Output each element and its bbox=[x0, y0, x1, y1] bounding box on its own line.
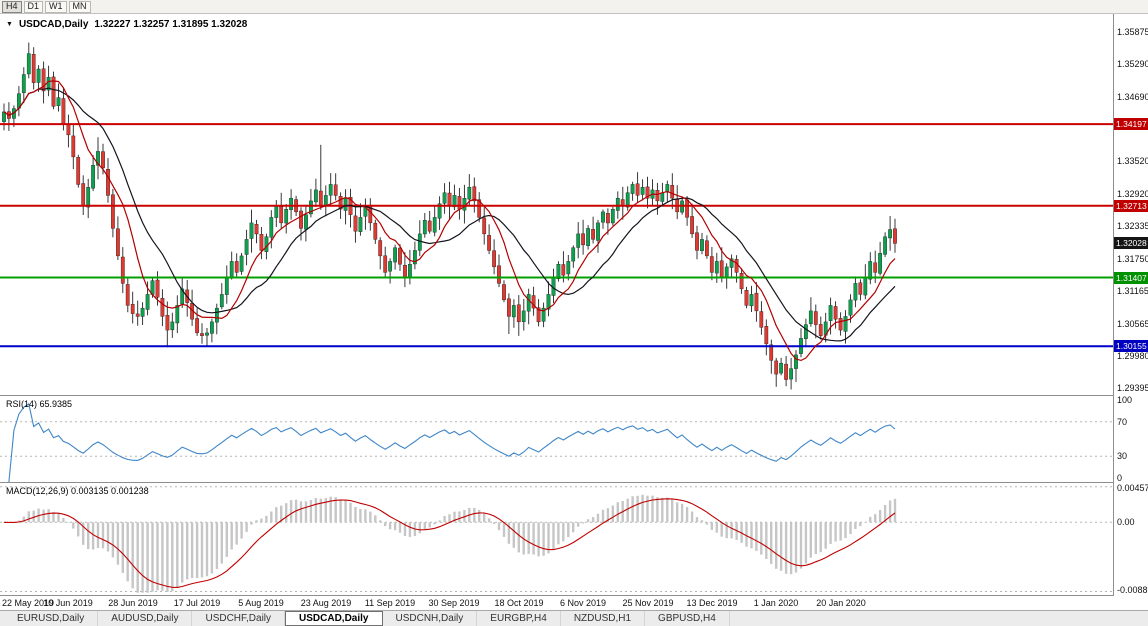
rsi-panel[interactable] bbox=[0, 396, 1113, 482]
symbol-label: USDCAD,Daily bbox=[18, 19, 89, 30]
time-axis-label: 30 Sep 2019 bbox=[428, 598, 480, 608]
price-axis-label: 1.32920 bbox=[1117, 189, 1148, 200]
tab-eurgbp-h4[interactable]: EURGBP,H4 bbox=[477, 611, 561, 626]
panel-separator[interactable] bbox=[0, 395, 1148, 396]
time-axis-label: 25 Nov 2019 bbox=[622, 598, 674, 608]
price-tag-support-1: 1.31407 bbox=[1114, 271, 1148, 284]
rsi-axis-label: 70 bbox=[1117, 416, 1128, 427]
timeframe-mn-button[interactable]: MN bbox=[68, 0, 91, 13]
tab-nzdusd-h1[interactable]: NZDUSD,H1 bbox=[561, 611, 646, 626]
price-axis-label: 1.33520 bbox=[1117, 156, 1148, 167]
chart-title: ▼ USDCAD,Daily 1.32227 1.32257 1.31895 1… bbox=[6, 19, 247, 30]
tab-usdcad-daily[interactable]: USDCAD,Daily bbox=[285, 611, 383, 626]
price-tag-current-price: 1.32028 bbox=[1114, 237, 1148, 250]
macd-axis-label: -0.008899 bbox=[1117, 585, 1148, 595]
tab-gbpusd-h4[interactable]: GBPUSD,H4 bbox=[645, 611, 730, 626]
price-tag-resistance-2: 1.32713 bbox=[1114, 199, 1148, 212]
timeframe-d1-button[interactable]: D1 bbox=[23, 0, 44, 13]
time-axis-label: 22 May 2019 bbox=[2, 598, 55, 608]
macd-axis-label: 0.00 bbox=[1117, 517, 1135, 528]
rsi-indicator-label: RSI(14) 65.9385 bbox=[6, 399, 73, 409]
timeframe-toolbar: H4 D1 W1 MN bbox=[0, 0, 1148, 14]
tab-eurusd-daily[interactable]: EURUSD,Daily bbox=[4, 611, 99, 626]
macd-indicator-label: MACD(12,26,9) 0.003135 0.001238 bbox=[6, 486, 149, 496]
panel-separator[interactable] bbox=[0, 482, 1148, 483]
time-axis-label: 28 Jun 2019 bbox=[108, 598, 158, 608]
rsi-axis-label: 30 bbox=[1117, 451, 1128, 462]
time-axis-label: 23 Aug 2019 bbox=[300, 598, 352, 608]
time-axis-label: 1 Jan 2020 bbox=[753, 598, 799, 608]
time-axis-label: 17 Jul 2019 bbox=[173, 598, 221, 608]
chart-tab-bar: EURUSD,Daily AUDUSD,Daily USDCHF,Daily U… bbox=[0, 610, 1148, 626]
chart-area: ▼ USDCAD,Daily 1.32227 1.32257 1.31895 1… bbox=[0, 14, 1148, 610]
time-axis-label: 6 Nov 2019 bbox=[559, 598, 607, 608]
price-axis-label: 1.34690 bbox=[1117, 92, 1148, 103]
price-axis-label: 1.35290 bbox=[1117, 59, 1148, 70]
price-axis[interactable]: 1.35875 1.35290 1.34690 1.33520 1.32920 1.323… bbox=[1113, 14, 1148, 596]
time-axis-label: 13 Dec 2019 bbox=[686, 598, 738, 608]
price-axis-label: 1.29395 bbox=[1117, 383, 1148, 393]
timeframe-w1-button[interactable]: W1 bbox=[45, 0, 67, 13]
macd-axis-label: 0.004572 bbox=[1117, 483, 1148, 493]
price-axis-label: 1.31165 bbox=[1117, 285, 1148, 296]
panel-separator[interactable] bbox=[0, 595, 1148, 596]
price-axis-label: 1.29980 bbox=[1117, 350, 1148, 361]
tab-audusd-daily[interactable]: AUDUSD,Daily bbox=[98, 611, 193, 626]
timeframe-h4-button[interactable]: H4 bbox=[2, 0, 22, 13]
price-axis-label: 1.31750 bbox=[1117, 253, 1148, 264]
time-axis-label: 20 Jan 2020 bbox=[816, 598, 866, 608]
price-axis-label: 1.30565 bbox=[1117, 318, 1148, 329]
price-tag-resistance-1: 1.34197 bbox=[1114, 118, 1148, 131]
time-axis-label: 10 Jun 2019 bbox=[43, 598, 93, 608]
time-axis-label: 5 Aug 2019 bbox=[238, 598, 284, 608]
rsi-axis-label: 100 bbox=[1117, 395, 1133, 405]
price-tag-support-2: 1.30155 bbox=[1114, 340, 1148, 353]
time-axis-label: 11 Sep 2019 bbox=[364, 598, 416, 608]
price-chart[interactable] bbox=[0, 14, 1113, 395]
price-axis-label: 1.35875 bbox=[1117, 26, 1148, 37]
rsi-axis-label: 0 bbox=[1117, 473, 1123, 483]
price-axis-label: 1.32335 bbox=[1117, 221, 1148, 232]
tab-usdcnh-daily[interactable]: USDCNH,Daily bbox=[383, 611, 478, 626]
time-axis-label: 18 Oct 2019 bbox=[494, 598, 544, 608]
time-axis[interactable]: 22 May 2019 10 Jun 2019 28 Jun 2019 17 Jul … bbox=[0, 596, 1113, 610]
chevron-down-icon[interactable]: ▼ bbox=[6, 21, 13, 28]
ohlc-quote: 1.32227 1.32257 1.31895 1.32028 bbox=[94, 19, 248, 30]
tab-usdchf-daily[interactable]: USDCHF,Daily bbox=[192, 611, 286, 626]
macd-panel[interactable] bbox=[0, 483, 1113, 595]
